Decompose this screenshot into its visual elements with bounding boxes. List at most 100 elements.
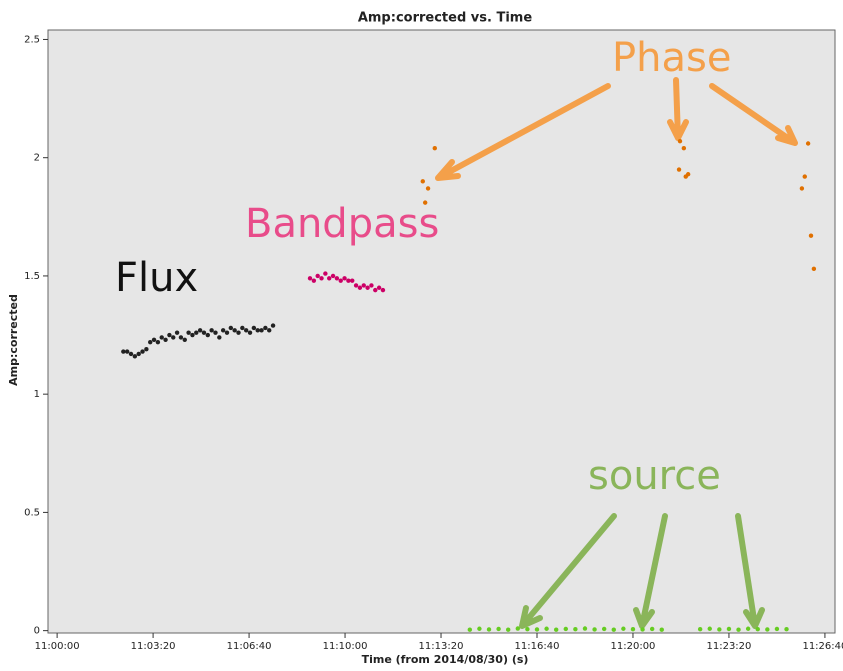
- point: [124, 349, 130, 354]
- point: [307, 276, 313, 281]
- point: [659, 627, 664, 632]
- point: [422, 200, 428, 205]
- point: [201, 330, 207, 335]
- point: [745, 626, 751, 631]
- point: [373, 287, 378, 293]
- point: [163, 337, 168, 342]
- point: [148, 339, 153, 345]
- point: [506, 627, 511, 632]
- point: [186, 330, 191, 335]
- point: [534, 627, 540, 632]
- point: [315, 273, 320, 279]
- point: [573, 627, 578, 632]
- point: [213, 330, 218, 335]
- point: [361, 283, 366, 288]
- point: [765, 627, 770, 632]
- point: [369, 283, 374, 288]
- point: [477, 626, 482, 631]
- point: [376, 285, 382, 290]
- point: [467, 627, 473, 632]
- point: [247, 330, 253, 335]
- point: [171, 335, 176, 340]
- point: [420, 179, 425, 184]
- point: [380, 287, 386, 293]
- point: [515, 626, 521, 631]
- point: [802, 174, 807, 179]
- point: [486, 627, 492, 632]
- point: [525, 627, 530, 632]
- point: [190, 332, 195, 338]
- point: [726, 626, 732, 632]
- point: [251, 325, 257, 331]
- point: [496, 626, 501, 632]
- point: [151, 337, 157, 342]
- point: [263, 325, 268, 331]
- point: [338, 278, 343, 283]
- point: [582, 626, 588, 631]
- point: [128, 351, 134, 357]
- point: [259, 328, 264, 333]
- point: [805, 141, 811, 146]
- point: [736, 627, 741, 632]
- source-arrows: [519, 513, 765, 629]
- point: [432, 146, 437, 151]
- point: [357, 285, 363, 290]
- point: [553, 627, 559, 632]
- series-annotation: source: [588, 453, 721, 499]
- point: [784, 627, 789, 632]
- series-annotation: Bandpass: [245, 201, 439, 247]
- point: [717, 627, 722, 632]
- y-tick-label: 2: [34, 153, 40, 164]
- x-tick-label: 11:10:00: [323, 641, 368, 652]
- x-axis-label: Time (from 2014/08/30) (s): [362, 653, 529, 666]
- point: [178, 335, 184, 340]
- point: [342, 276, 347, 281]
- point: [132, 354, 138, 359]
- point: [681, 146, 687, 151]
- point: [140, 349, 145, 354]
- point: [224, 330, 230, 335]
- point: [640, 627, 645, 632]
- point: [205, 332, 210, 338]
- point: [243, 328, 249, 333]
- point: [327, 276, 332, 281]
- point: [592, 627, 597, 632]
- point: [144, 347, 149, 352]
- point: [323, 271, 328, 276]
- point: [311, 278, 317, 283]
- point: [267, 328, 272, 333]
- point: [136, 351, 141, 357]
- point: [707, 626, 712, 631]
- point: [685, 172, 691, 177]
- point: [425, 186, 431, 191]
- point: [353, 283, 359, 288]
- y-tick-label: 0: [34, 626, 40, 637]
- arrows: [435, 77, 798, 629]
- point: [228, 325, 234, 331]
- point: [365, 285, 370, 290]
- point: [217, 335, 222, 340]
- point: [676, 167, 682, 172]
- phase-arrows: [435, 77, 798, 181]
- point: [270, 323, 276, 328]
- point: [330, 273, 336, 279]
- point: [159, 335, 164, 340]
- point: [155, 339, 161, 345]
- point: [808, 233, 814, 238]
- point: [697, 627, 703, 632]
- point: [182, 337, 187, 342]
- point: [220, 328, 226, 333]
- x-tick-label: 11:00:00: [35, 641, 80, 652]
- point: [601, 626, 607, 632]
- point: [811, 266, 817, 272]
- series-annotation: Phase: [612, 35, 731, 81]
- point: [621, 626, 626, 631]
- point: [611, 627, 616, 632]
- x-tick-label: 11:23:20: [706, 641, 751, 652]
- plot-area: [47, 29, 836, 634]
- x-tick-label: 11:26:40: [802, 641, 843, 652]
- point: [544, 626, 549, 631]
- x-tick-label: 11:13:20: [419, 641, 464, 652]
- point: [774, 626, 780, 632]
- point: [563, 626, 568, 632]
